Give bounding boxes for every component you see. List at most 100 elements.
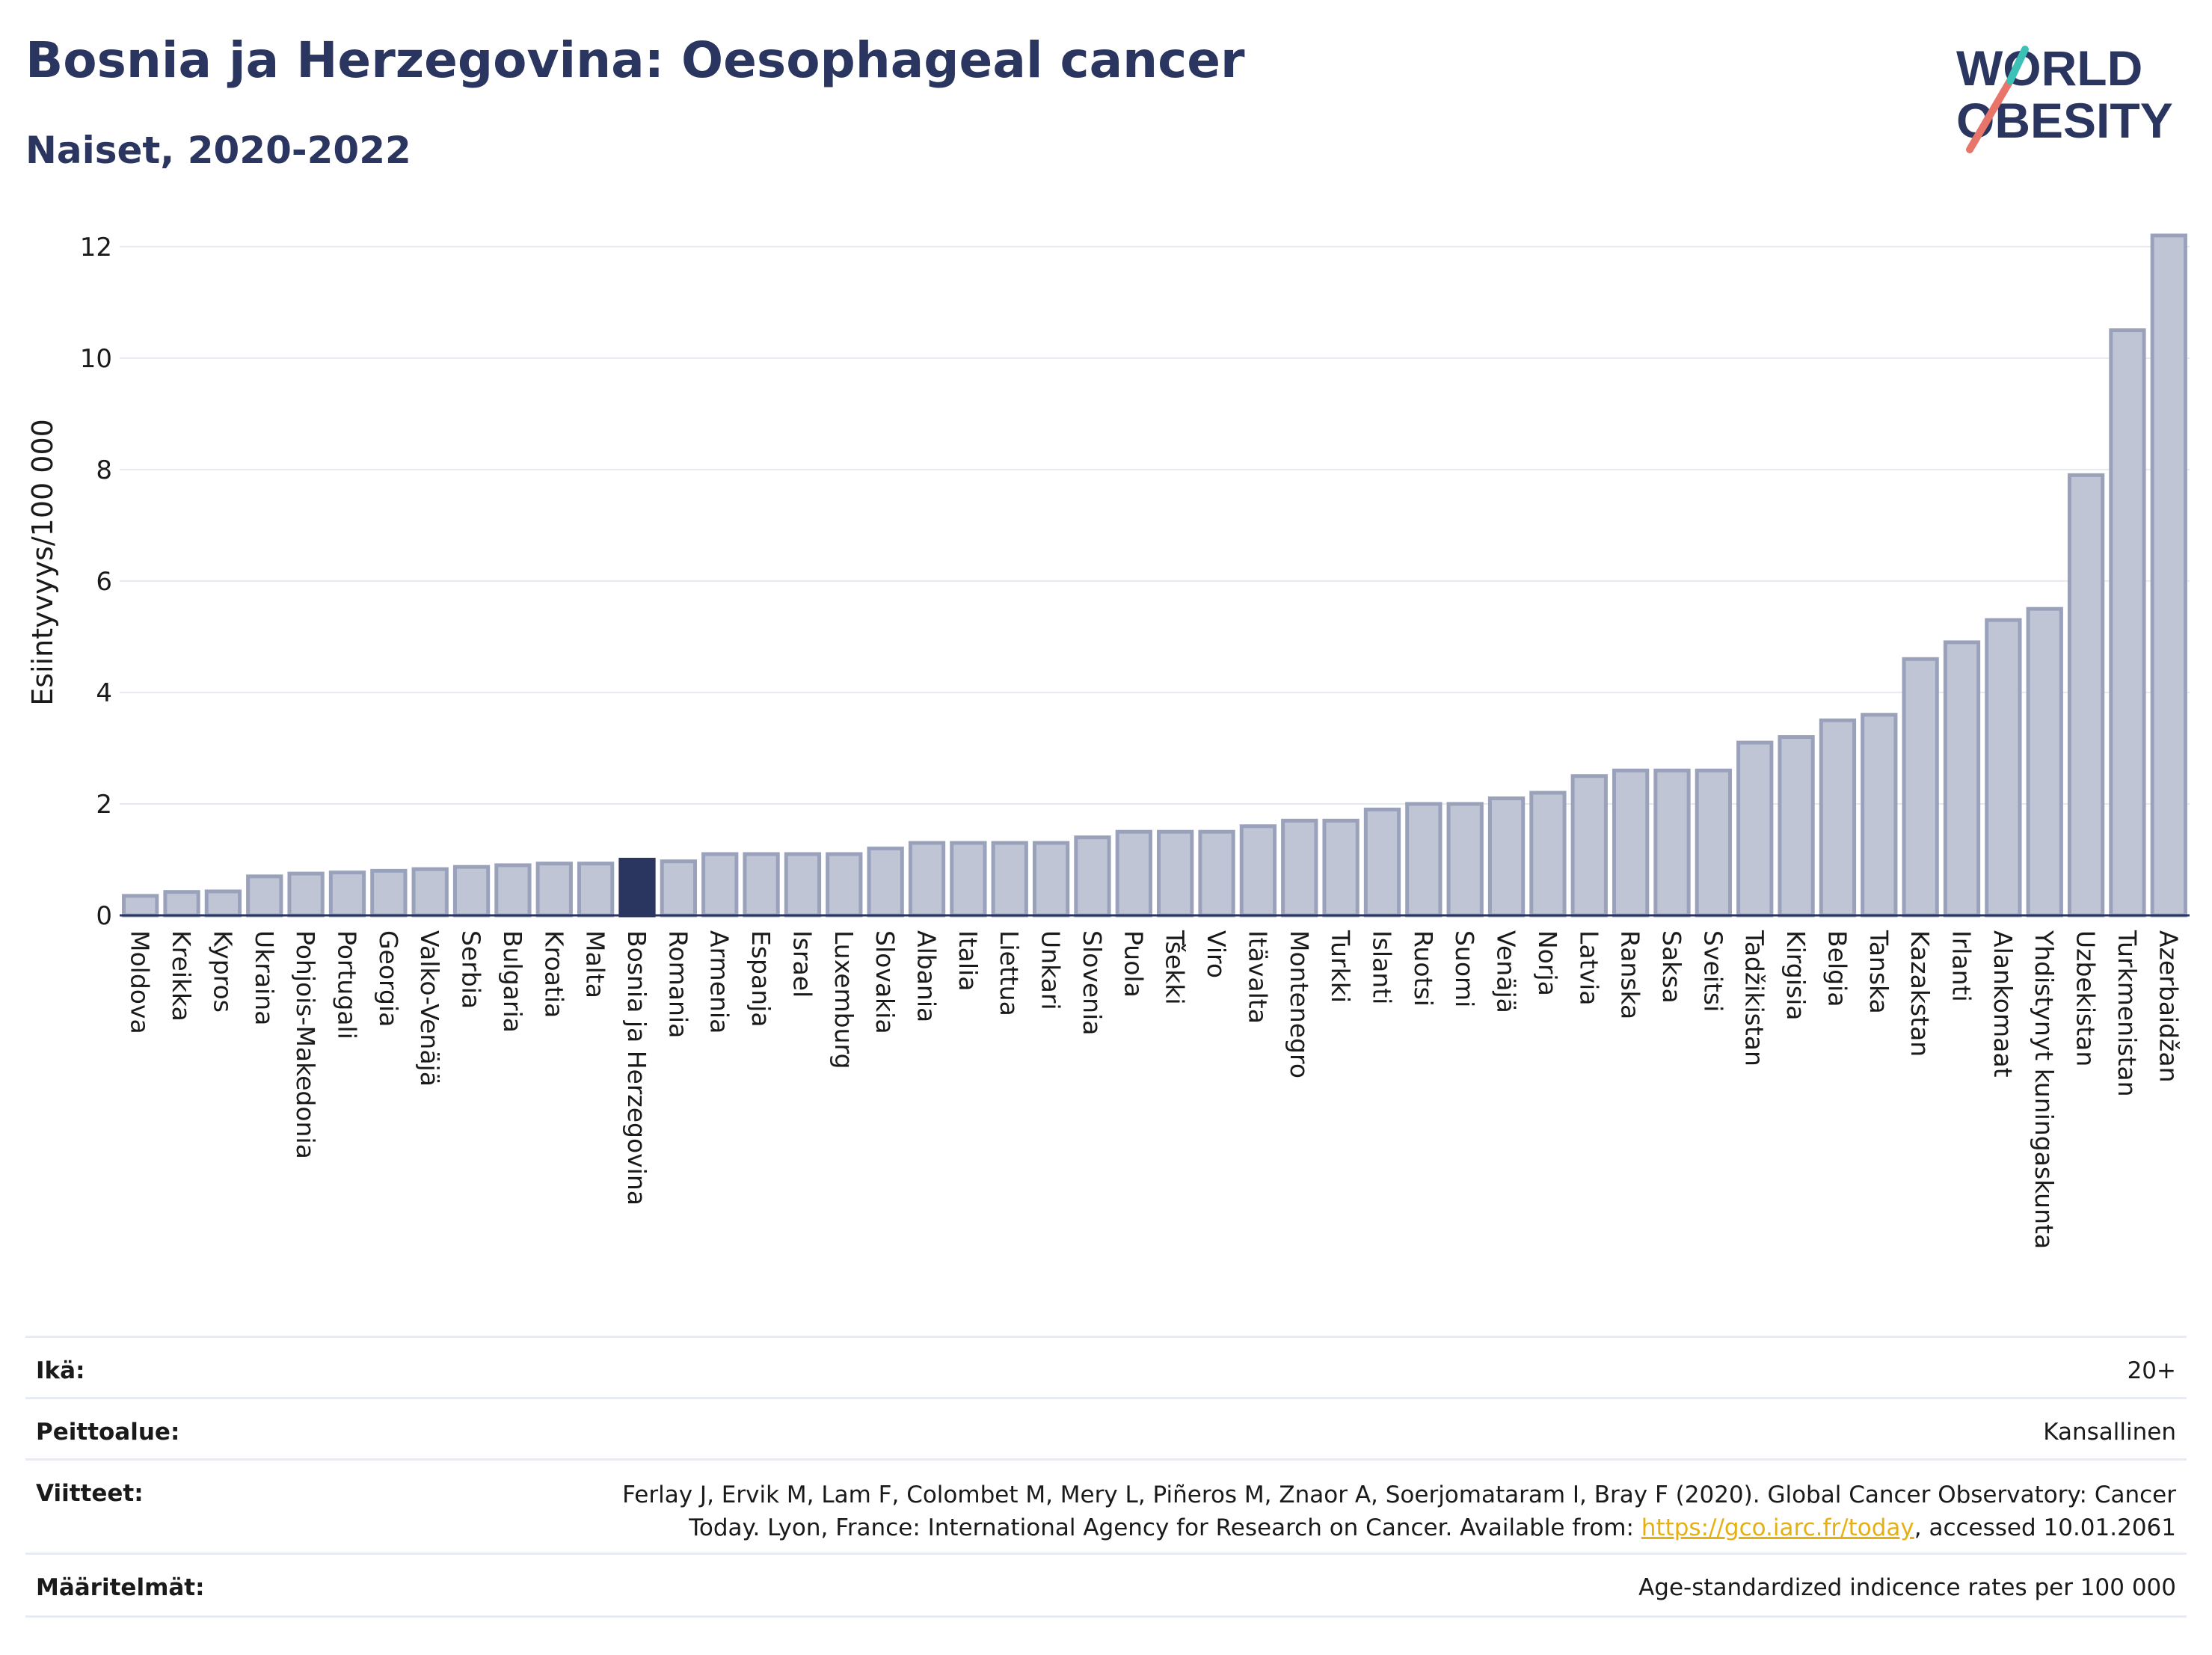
x-tick-label: Tadžikistan: [1740, 930, 1769, 1066]
x-tick-label: Sveitsi: [1698, 930, 1727, 1012]
references-value: Ferlay J, Ervik M, Lam F, Colombet M, Me…: [622, 1479, 2176, 1544]
x-tick-label: Ruotsi: [1409, 930, 1438, 1007]
bar: [1819, 718, 1857, 918]
bar: [660, 859, 698, 918]
x-tick-label: Tanska: [1864, 930, 1893, 1014]
y-tick-label: 2: [96, 790, 112, 820]
bar: [122, 894, 159, 918]
x-tick-label: Ukraina: [250, 930, 279, 1025]
bar: [246, 874, 283, 918]
bar: [1943, 640, 1981, 918]
age-value: 20+: [2127, 1357, 2176, 1384]
bar-chart: 0 2 4 6 8 10 12 Moldova Kreikka Kypros Ukraina Poh…: [26, 233, 2190, 1249]
bar: [784, 852, 822, 918]
bar: [287, 871, 325, 918]
x-tick-label: Armenia: [705, 930, 734, 1034]
y-tick-label: 6: [96, 567, 112, 597]
bar: [2067, 473, 2105, 918]
x-tick-label: Yhdistynyt kuningaskunta: [2030, 930, 2059, 1249]
bar: [1032, 841, 1070, 918]
bar: [1363, 807, 1401, 918]
bar: [826, 852, 863, 918]
bar: [2109, 328, 2146, 918]
bar: [2026, 607, 2063, 918]
y-tick-label: 12: [80, 233, 112, 262]
x-tick-label: Montenegro: [1285, 930, 1314, 1078]
y-tick-label: 0: [96, 901, 112, 931]
bar: [1405, 802, 1443, 918]
definitions-value: Age-standardized indicence rates per 100…: [1638, 1574, 2176, 1601]
bar: [1570, 774, 1608, 918]
bar: [1446, 802, 1484, 918]
x-axis-labels: Moldova Kreikka Kypros Ukraina Pohjois-Maked…: [126, 930, 2184, 1249]
bar: [1985, 618, 2022, 918]
x-tick-label: Belgia: [1822, 930, 1852, 1007]
bar: [908, 841, 946, 918]
bar: [2150, 233, 2187, 918]
bar: [1736, 740, 1774, 918]
y-tick-label: 4: [96, 678, 112, 708]
bar: [1239, 824, 1277, 918]
definitions-label: Määritelmät:: [36, 1574, 205, 1601]
logo-world-text: WORLD: [1956, 40, 2142, 96]
bar-highlighted: [618, 857, 656, 918]
references-line-2-end: , accessed 10.01.2061: [1914, 1514, 2176, 1541]
x-tick-label: Alankomaat: [1988, 930, 2018, 1078]
references-line-2: Today. Lyon, France: International Agenc…: [622, 1511, 2176, 1544]
x-tick-label: Espanja: [746, 930, 775, 1028]
bar: [1157, 829, 1194, 918]
x-tick-label: Slovenia: [1078, 930, 1107, 1035]
chart-title: Bosnia ja Herzegovina: Oesophageal cance…: [25, 31, 1245, 89]
bar: [1695, 768, 1733, 918]
bar: [577, 862, 615, 918]
x-tick-label: Turkmenistan: [2113, 930, 2142, 1097]
bar: [328, 871, 366, 918]
bar: [370, 868, 408, 918]
bar: [1074, 835, 1111, 918]
meta-row-coverage: Peittoalue: Kansallinen: [25, 1397, 2187, 1459]
x-tick-label: Bosnia ja Herzegovina: [622, 930, 651, 1206]
x-tick-label: Itävalta: [1243, 930, 1272, 1024]
x-tick-label: Saksa: [1657, 930, 1686, 1004]
bar: [1653, 768, 1691, 918]
x-tick-label: Bulgaria: [498, 930, 527, 1033]
bar: [1281, 818, 1318, 918]
x-tick-label: Kroatia: [539, 930, 568, 1018]
chart-subtitle: Naiset, 2020-2022: [25, 129, 411, 172]
x-tick-label: Portugali: [332, 930, 361, 1040]
x-tick-label: Pohjois-Makedonia: [291, 930, 320, 1159]
x-tick-label: Turkki: [1326, 930, 1355, 1003]
bar: [1612, 768, 1650, 918]
x-tick-label: Slovakia: [870, 930, 900, 1034]
coverage-value: Kansallinen: [2043, 1419, 2176, 1446]
bar: [204, 889, 242, 918]
bar: [1322, 818, 1360, 918]
x-tick-label: Albania: [912, 930, 941, 1022]
y-tick-label: 10: [80, 344, 112, 374]
meta-bottom-divider: [25, 1615, 2187, 1618]
x-tick-label: Valko-Venäjä: [415, 930, 444, 1087]
x-tick-label: Ranska: [1616, 930, 1645, 1019]
x-tick-label: Viro: [1202, 930, 1231, 978]
references-line-1: Ferlay J, Ervik M, Lam F, Colombet M, Me…: [622, 1481, 2176, 1508]
bar: [411, 867, 449, 918]
bars: [122, 233, 2187, 918]
references-line-2-text: Today. Lyon, France: International Agenc…: [689, 1514, 1641, 1541]
bar: [1902, 657, 1939, 918]
bar: [1861, 713, 1898, 918]
bar: [991, 841, 1028, 918]
x-tick-label: Suomi: [1450, 930, 1479, 1007]
bar: [1529, 790, 1567, 918]
y-tick-label: 8: [96, 455, 112, 485]
x-tick-label: Serbia: [457, 930, 486, 1009]
bar: [743, 852, 780, 918]
x-tick-label: Unkari: [1036, 930, 1066, 1010]
references-link[interactable]: https://gco.iarc.fr/today: [1641, 1514, 1914, 1541]
x-tick-label: Kreikka: [167, 930, 196, 1022]
logo-obesity-text: OBESITY: [1956, 93, 2173, 148]
bar: [701, 852, 739, 918]
age-label: Ikä:: [36, 1357, 85, 1384]
bar: [867, 847, 904, 918]
x-tick-label: Italia: [953, 930, 983, 991]
x-tick-label: Irlanti: [1947, 930, 1976, 1002]
